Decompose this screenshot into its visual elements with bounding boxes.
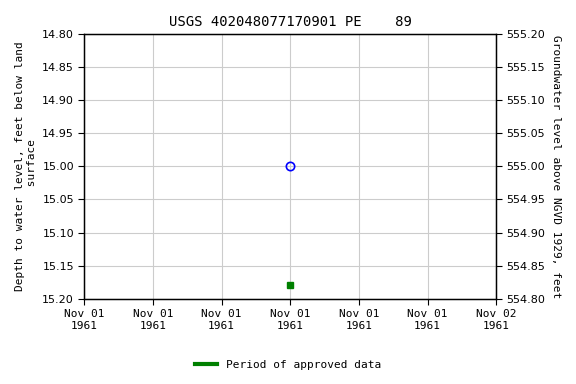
- Y-axis label: Depth to water level, feet below land
 surface: Depth to water level, feet below land su…: [15, 41, 37, 291]
- Y-axis label: Groundwater level above NGVD 1929, feet: Groundwater level above NGVD 1929, feet: [551, 35, 561, 298]
- Title: USGS 402048077170901 PE    89: USGS 402048077170901 PE 89: [169, 15, 412, 29]
- Legend: Period of approved data: Period of approved data: [191, 356, 385, 375]
